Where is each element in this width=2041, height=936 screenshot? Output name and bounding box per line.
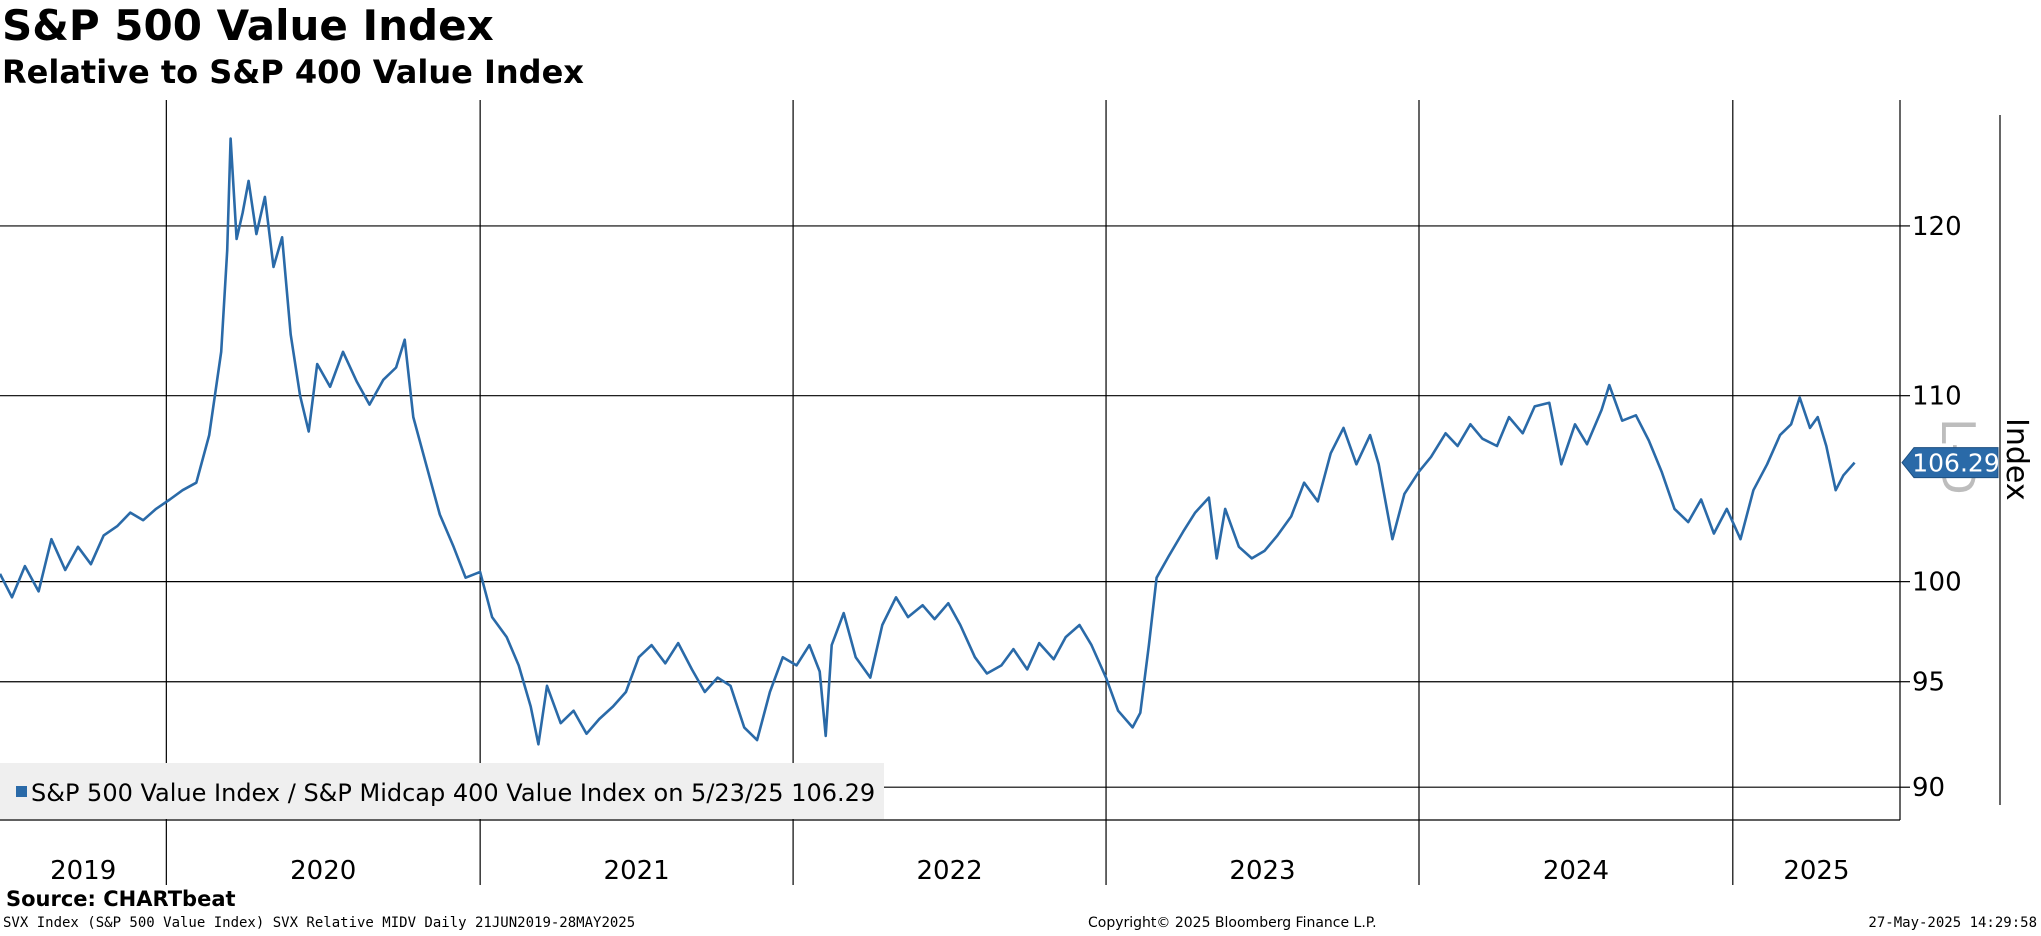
legend-entry: S&P 500 Value Index / S&P Midcap 400 Val… [31,779,875,807]
legend-background [0,763,884,819]
grid-layer [0,100,1900,820]
x-year-label: 2021 [604,856,670,886]
footer-timestamp: 27-May-2025 14:29:58 [1868,915,2037,931]
footer-ticker-info: SVX Index (S&P 500 Value Index) SVX Rela… [3,915,636,931]
x-axis: 2019 2020 2021 2022 2023 2024 2025 [0,819,1900,886]
y-tick-label: 100 [1912,568,1962,598]
x-year-label: 2025 [1783,856,1849,886]
series-line [0,137,1856,746]
last-value-label: 106.29 [1912,449,1999,478]
x-year-label: 2023 [1229,856,1295,886]
x-year-label: 2024 [1543,856,1609,886]
last-value-tag [1901,447,1999,479]
chart-subtitle: Relative to S&P 400 Value Index [2,53,584,91]
legend-swatch [16,786,27,797]
y-tick-label: 90 [1912,773,1945,803]
y-axis-label: Index [1999,418,2034,501]
chart-title: S&P 500 Value Index [2,1,494,50]
series-layer [0,137,1856,746]
y-tick-label: 110 [1912,382,1962,412]
footer-copyright: Copyright© 2025 Bloomberg Finance L.P. [1088,915,1377,931]
y-tick-label: 95 [1912,668,1945,698]
y-tick-label: 120 [1912,212,1962,242]
source-label: Source: CHARTbeat [6,887,236,911]
last-value-layer: 106.29 [1901,447,2000,479]
x-year-label: 2022 [916,856,982,886]
x-year-label: 2020 [290,856,356,886]
legend: S&P 500 Value Index / S&P Midcap 400 Val… [0,763,884,819]
x-year-label: 2019 [50,856,116,886]
